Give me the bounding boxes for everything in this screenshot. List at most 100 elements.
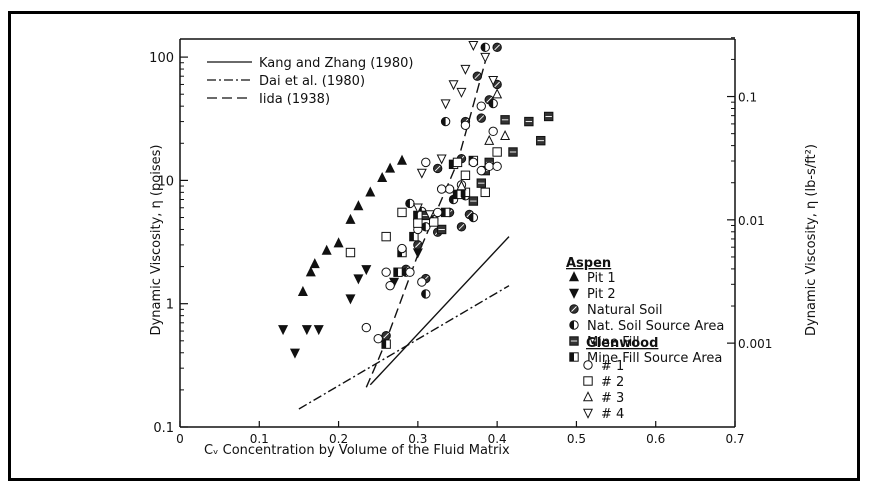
- fit-line-solid: [369, 236, 510, 386]
- point-mine-fill-source-area-fill: [461, 188, 466, 197]
- point-pit-1: [377, 171, 388, 182]
- point-natural-soil: [432, 163, 443, 174]
- point-4: [440, 99, 451, 110]
- legend-marker-3-shape: [582, 391, 594, 402]
- point-2-shape: [381, 231, 391, 242]
- point-1: [444, 184, 455, 194]
- legend-label-nat-soil-source-area: Nat. Soil Source Area: [587, 319, 724, 334]
- ticks: 0 0.1 0.2 0.3 0.4 0.5 0.6 0.70.11101000.0010.01…: [149, 37, 772, 446]
- x-tick-label: 0.1: [250, 432, 269, 446]
- point-2-shape: [492, 147, 502, 157]
- x-tick-label: 0.4: [488, 432, 507, 446]
- point-natural-soil: [381, 331, 391, 341]
- point-nat-soil-source-area: [488, 98, 498, 109]
- point-1: [488, 126, 498, 137]
- point-pit-1-shape: [297, 285, 308, 296]
- point-4-shape: [448, 80, 459, 91]
- point-pit-2-shape: [278, 325, 289, 336]
- y2-tick-label: 0.01: [738, 214, 765, 228]
- point-4-shape: [468, 40, 479, 51]
- legend-marker-mine-fill-source-area: [569, 352, 579, 362]
- point-4: [416, 168, 427, 179]
- point-pit-1-shape: [396, 154, 408, 165]
- x-tick-label: 0.3: [408, 432, 427, 446]
- point-natural-soil-hatch: [383, 332, 389, 339]
- point-4: [460, 64, 471, 75]
- axes: [179, 38, 736, 428]
- legend-marker-pit-2-shape: [568, 288, 580, 299]
- point-mine-fill: [468, 196, 479, 206]
- point-1-shape: [385, 280, 395, 291]
- legend-label-3: # 3: [601, 391, 624, 406]
- point-2-shape: [460, 170, 471, 180]
- point-mine-fill-source-area: [460, 187, 471, 198]
- point-pit-1: [309, 258, 320, 269]
- point-1: [460, 120, 471, 130]
- point-natural-soil-hatch: [466, 211, 473, 218]
- point-1-shape: [484, 161, 494, 172]
- point-natural-soil: [456, 222, 467, 232]
- point-nat-soil-source-area-fill: [401, 268, 406, 277]
- point-pit-1-shape: [321, 244, 332, 255]
- point-nat-soil-source-area: [421, 222, 431, 232]
- figure-frame: [8, 11, 860, 481]
- point-2-shape: [413, 218, 423, 228]
- point-2-shape: [429, 217, 439, 227]
- point-1: [492, 161, 502, 172]
- point-pit-1-shape: [353, 200, 364, 211]
- point-natural-soil-hatch: [474, 73, 481, 80]
- legend-label-pit-1: Pit 1: [587, 271, 616, 286]
- point-2: [460, 170, 471, 180]
- point-mine-fill-source-area: [452, 189, 463, 200]
- legend-marker-4: [582, 408, 594, 419]
- x-tick-label: 0: [176, 432, 184, 446]
- legend-label-mine-fill-source-area: Mine Fill Source Area: [587, 351, 722, 366]
- point-4-shape: [480, 52, 491, 63]
- point-pit-2-shape: [412, 248, 423, 259]
- point-1: [381, 267, 391, 277]
- point-mine-fill-source-area: [409, 231, 419, 242]
- legend-marker-nat-soil-source-area: [569, 320, 579, 330]
- point-pit-2: [353, 274, 364, 285]
- point-natural-soil-hatch: [494, 81, 500, 88]
- point-4-shape: [488, 75, 499, 86]
- point-3: [484, 134, 495, 145]
- point-mine-fill: [500, 115, 510, 125]
- point-1: [468, 157, 479, 168]
- point-1-shape: [468, 157, 479, 168]
- point-nat-soil-source-area-fill: [481, 43, 486, 52]
- data-points: [278, 40, 554, 359]
- legend-group-aspen: Aspen: [566, 256, 611, 271]
- legend-label-1: # 1: [601, 359, 624, 374]
- axis-labels: Cᵥ Concentration by Volume of the Fluid …: [149, 144, 819, 458]
- legend-label-4: # 4: [601, 407, 624, 422]
- point-mine-fill-source-area-fill: [441, 208, 446, 217]
- y-axis-label-right: Dynamic Viscosity, η (lb-s/ft²): [804, 144, 819, 336]
- y-tick-label: 100: [149, 51, 174, 66]
- point-pit-2: [361, 265, 372, 276]
- point-nat-soil-source-area: [440, 116, 451, 127]
- point-natural-soil-hatch: [458, 224, 465, 230]
- legend-label-dai: Dai et al. (1980): [259, 74, 365, 89]
- point-2: [413, 218, 423, 228]
- point-1-shape: [476, 165, 486, 176]
- point-4: [412, 203, 423, 214]
- point-1-shape: [432, 207, 443, 218]
- point-4-shape: [460, 64, 471, 75]
- point-pit-1: [297, 285, 308, 296]
- point-1: [373, 334, 383, 344]
- x-tick-label: 0.5: [567, 432, 586, 446]
- point-1-shape: [492, 161, 502, 172]
- point-pit-2-shape: [313, 325, 324, 336]
- point-1-shape: [381, 267, 391, 277]
- legend-marker-1: [583, 360, 593, 370]
- point-2-shape: [452, 157, 463, 168]
- y2-tick-label: 0.1: [738, 91, 757, 105]
- point-4-shape: [416, 168, 427, 179]
- point-pit-1: [333, 237, 344, 248]
- point-pit-2: [412, 248, 423, 259]
- x-tick-label: 0.7: [725, 432, 744, 446]
- point-mine-fill: [476, 178, 486, 188]
- point-1: [476, 101, 486, 111]
